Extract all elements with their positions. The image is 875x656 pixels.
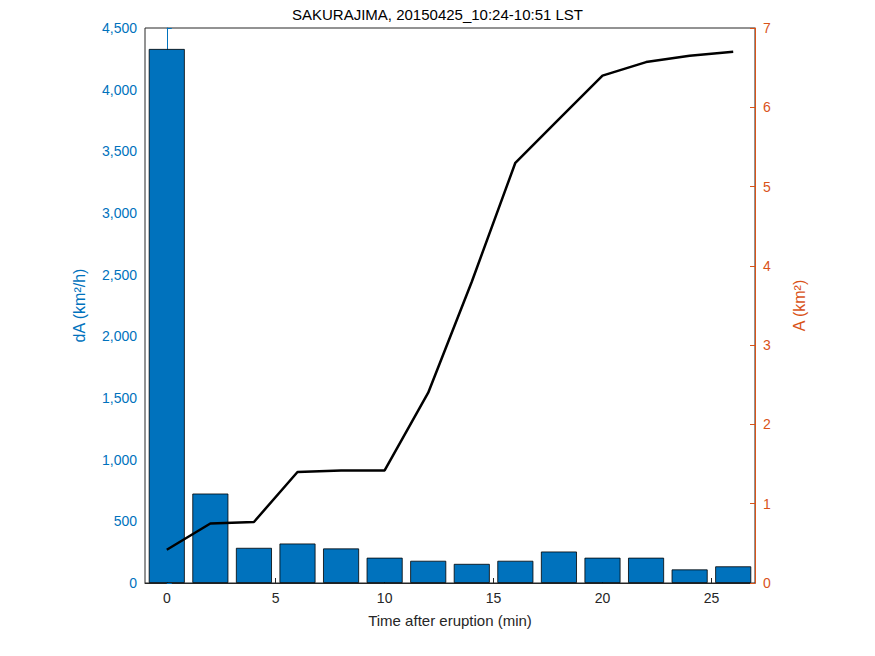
svg-text:5: 5 [272, 590, 280, 606]
svg-text:A (km²): A (km²) [791, 280, 808, 332]
svg-text:1: 1 [763, 496, 771, 512]
svg-text:15: 15 [486, 590, 502, 606]
svg-text:1,000: 1,000 [102, 452, 137, 468]
svg-text:4,000: 4,000 [102, 82, 137, 98]
svg-text:3: 3 [763, 337, 771, 353]
svg-text:0: 0 [129, 575, 137, 591]
svg-text:10: 10 [377, 590, 393, 606]
svg-text:Time after eruption (min): Time after eruption (min) [368, 612, 532, 629]
svg-text:3,500: 3,500 [102, 143, 137, 159]
svg-text:3,000: 3,000 [102, 205, 137, 221]
svg-text:SAKURAJIMA, 20150425_10:24-10:: SAKURAJIMA, 20150425_10:24-10:51 LST [292, 6, 583, 23]
svg-text:7: 7 [763, 20, 771, 36]
svg-text:1,500: 1,500 [102, 390, 137, 406]
svg-text:5: 5 [763, 179, 771, 195]
svg-text:20: 20 [595, 590, 611, 606]
svg-text:0: 0 [763, 575, 771, 591]
svg-text:500: 500 [114, 513, 138, 529]
svg-text:2,000: 2,000 [102, 328, 137, 344]
svg-text:2: 2 [763, 416, 771, 432]
svg-text:4: 4 [763, 258, 771, 274]
svg-text:2,500: 2,500 [102, 267, 137, 283]
svg-text:6: 6 [763, 99, 771, 115]
svg-text:0: 0 [163, 590, 171, 606]
svg-text:4,500: 4,500 [102, 20, 137, 36]
svg-text:25: 25 [704, 590, 720, 606]
svg-text:dA (km²/h): dA (km²/h) [71, 269, 88, 343]
